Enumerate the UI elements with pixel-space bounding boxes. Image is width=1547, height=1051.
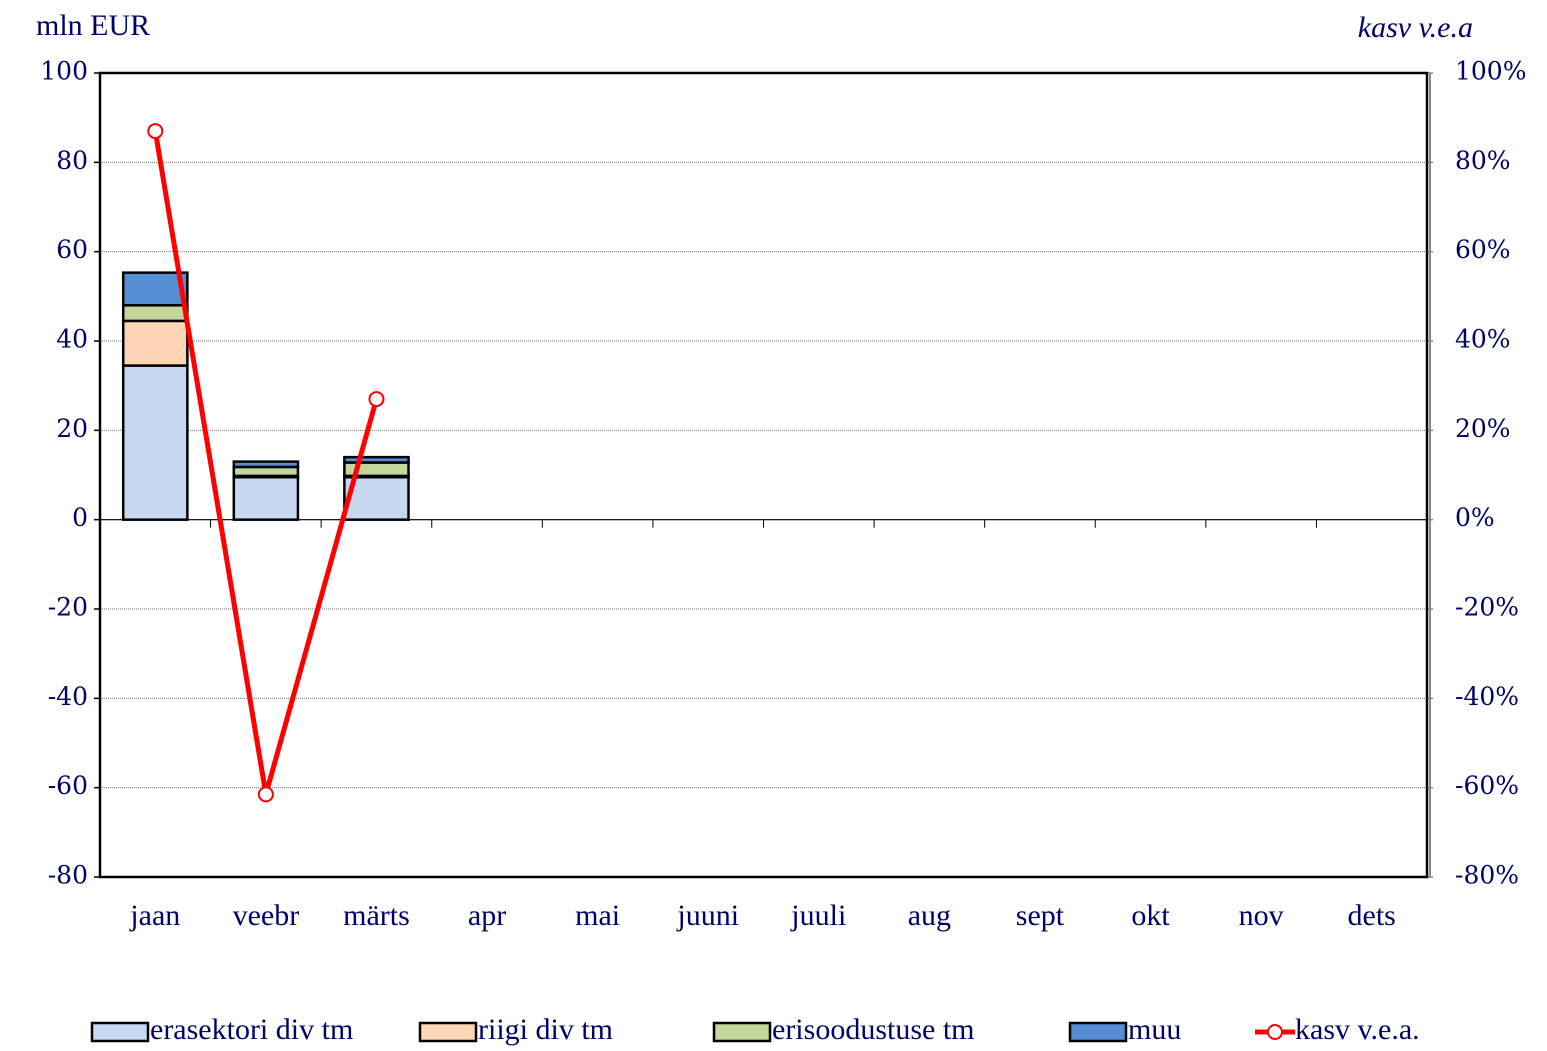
- y-tick-label: -60: [48, 771, 88, 800]
- legend-swatch: [90, 1021, 150, 1043]
- x-tick-label: juuli: [790, 899, 846, 932]
- y2-tick-label: 100%: [1455, 57, 1526, 86]
- y2-tick-label: 0%: [1455, 503, 1495, 532]
- y-tick-label: 40: [56, 325, 88, 354]
- line-marker: [147, 123, 164, 140]
- legend-swatch: [418, 1021, 478, 1043]
- y-tick-label: 100: [40, 57, 88, 86]
- x-tick-label: mai: [575, 899, 620, 932]
- bar-segment: [232, 475, 300, 521]
- x-tick-label: veebr: [233, 899, 300, 932]
- legend-swatch: [712, 1021, 772, 1043]
- x-tick-label: apr: [468, 899, 506, 932]
- y2-tick-label: -40%: [1455, 682, 1519, 711]
- y-tick-label: -20: [48, 593, 88, 622]
- y-tick-label: 60: [56, 235, 88, 264]
- bar-segment: [343, 455, 410, 464]
- bar-segment: [121, 304, 189, 323]
- y2-tick-label: 80%: [1455, 146, 1511, 175]
- y-tick-label: 0: [72, 503, 88, 532]
- x-tick-label: märts: [343, 899, 410, 932]
- x-tick-label: aug: [908, 899, 951, 932]
- y2-tick-label: -20%: [1455, 593, 1519, 622]
- bar-segment: [121, 364, 189, 521]
- legend-label: erisoodustuse tm: [772, 1013, 975, 1046]
- y2-axis-label: kasv v.e.a: [1358, 11, 1473, 44]
- y-tick-label: 20: [56, 414, 88, 443]
- y2-tick-label: 60%: [1455, 235, 1511, 264]
- x-tick-label: sept: [1016, 899, 1065, 932]
- line-marker: [368, 391, 385, 408]
- x-tick-label: jaan: [129, 899, 180, 932]
- bar-segment: [121, 319, 189, 367]
- bar-segment: [232, 460, 300, 469]
- x-tick-label: nov: [1239, 899, 1284, 932]
- y2-tick-label: 40%: [1455, 325, 1511, 354]
- bar-segment: [121, 271, 189, 307]
- legend-swatch: [1068, 1021, 1128, 1043]
- legend-label: kasv v.e.a.: [1295, 1013, 1420, 1046]
- y-axis-label: mln EUR: [36, 9, 150, 42]
- y-tick-label: -80: [48, 861, 88, 890]
- x-tick-label: juuni: [676, 899, 739, 932]
- y2-tick-label: -80%: [1455, 861, 1519, 890]
- bar-segment: [232, 465, 300, 478]
- legend-label: erasektori div tm: [150, 1013, 353, 1046]
- y-tick-label: 80: [56, 146, 88, 175]
- legend-label: riigi div tm: [478, 1013, 613, 1046]
- plot-frame: [98, 71, 1429, 879]
- y2-tick-label: 20%: [1455, 414, 1511, 443]
- x-tick-label: dets: [1348, 899, 1396, 932]
- x-tick-label: okt: [1131, 899, 1170, 932]
- legend-label: muu: [1128, 1013, 1181, 1046]
- line-marker: [257, 786, 274, 803]
- y2-tick-label: -60%: [1455, 771, 1519, 800]
- y-tick-label: -40: [48, 682, 88, 711]
- legend-marker: [1267, 1024, 1283, 1040]
